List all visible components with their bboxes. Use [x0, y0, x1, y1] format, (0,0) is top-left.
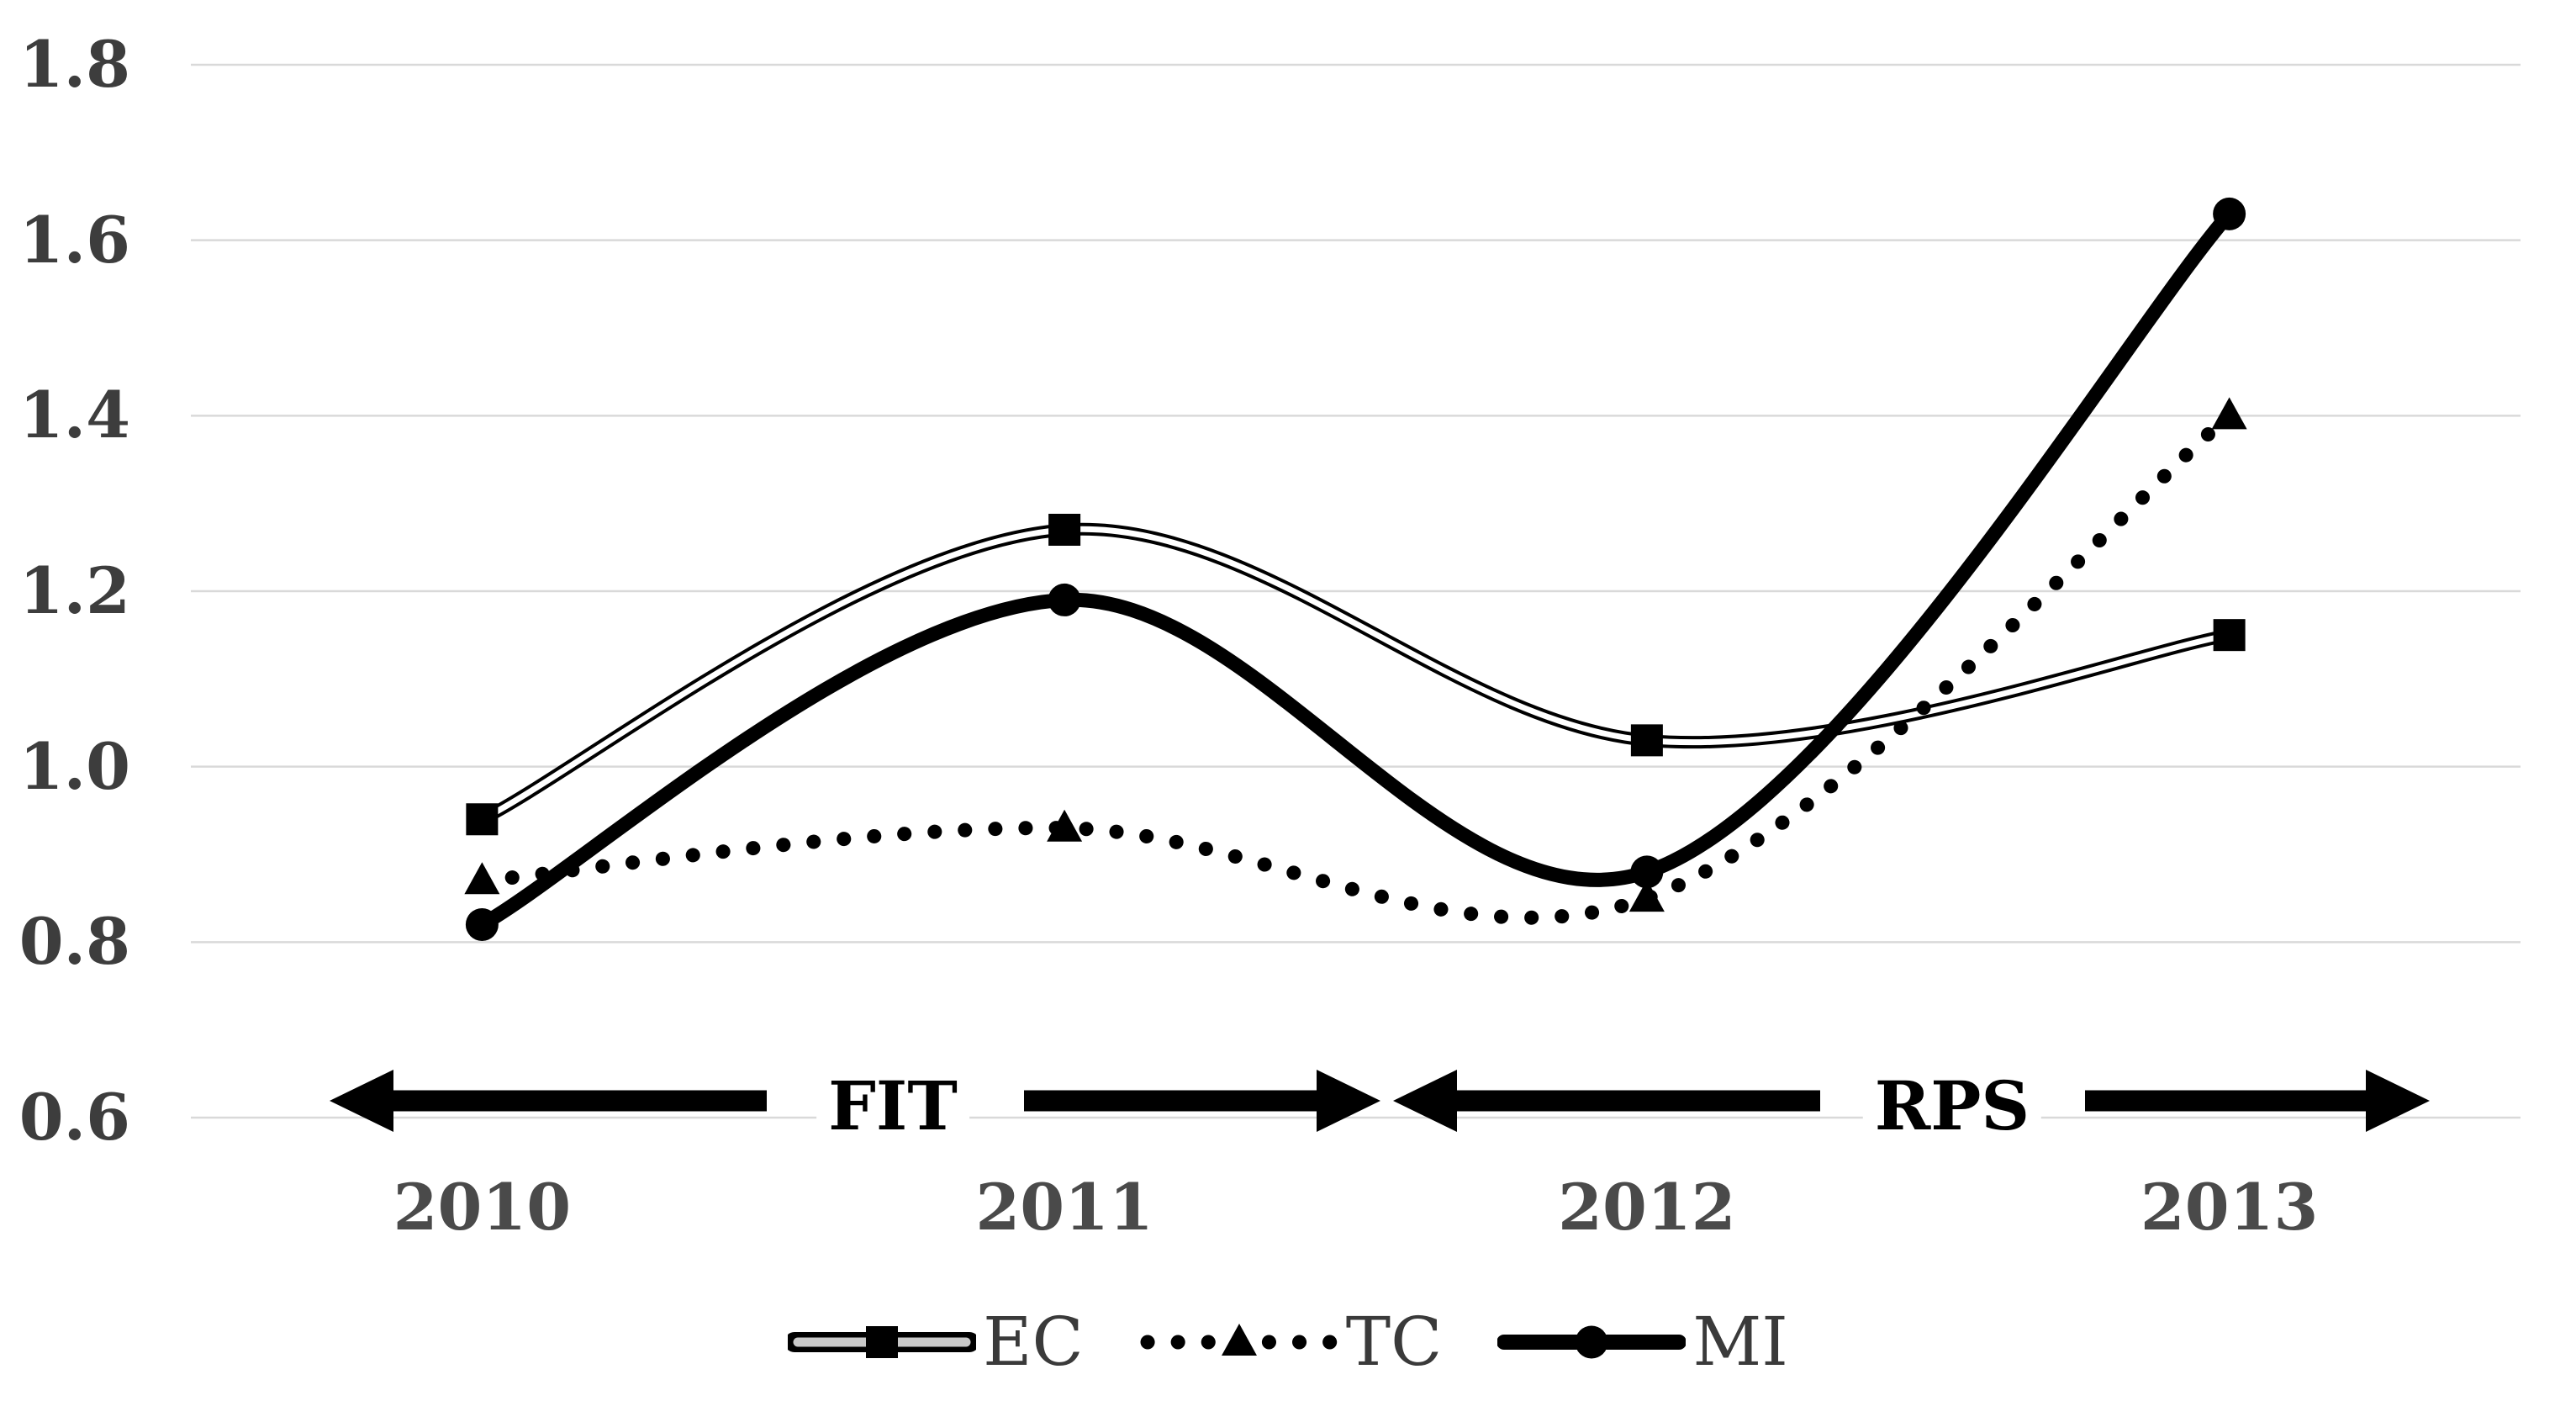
legend-item-mi: MI — [1497, 1302, 1788, 1382]
legend-swatch-thick-line — [1497, 1325, 1687, 1359]
legend-swatch-double-line — [788, 1326, 977, 1358]
data-point-marker-square — [2213, 619, 2246, 652]
policy-period-label-fit: FIT — [816, 1071, 969, 1141]
data-point-marker-circle — [1630, 855, 1664, 889]
left-arrow — [330, 1070, 767, 1132]
x-axis-category-label: 2010 — [393, 1170, 572, 1245]
legend: EC TC MI — [0, 1302, 2576, 1382]
data-point-marker-circle — [465, 907, 499, 941]
y-axis-tick-label: 0.8 — [18, 904, 130, 980]
legend-swatch-dotted-line — [1140, 1324, 1338, 1356]
series-ec — [466, 513, 2246, 836]
data-point-marker-square — [1630, 724, 1663, 757]
legend-label: EC — [983, 1303, 1084, 1381]
series-line-solid — [474, 206, 2237, 932]
legend-marker-triangle — [1221, 1324, 1257, 1356]
left-arrow — [1393, 1070, 1820, 1132]
legend-marker-square — [866, 1326, 899, 1358]
policy-period-label-rps: RPS — [1862, 1071, 2042, 1141]
data-point-marker-triangle — [464, 862, 500, 895]
x-axis-category-label: 2011 — [975, 1170, 1153, 1245]
data-point-marker-triangle — [1628, 880, 1665, 912]
data-point-marker-triangle — [1047, 809, 1083, 842]
data-point-marker-square — [466, 803, 499, 836]
y-axis-tick-label: 1.8 — [18, 27, 130, 102]
data-point-marker-circle — [2213, 197, 2246, 230]
right-arrow — [2085, 1070, 2430, 1132]
y-axis-tick-label: 0.6 — [18, 1080, 130, 1155]
y-axis-tick-label: 1.6 — [18, 202, 130, 278]
x-axis-category-label: 2012 — [1558, 1170, 1736, 1245]
series-mi — [465, 197, 2246, 941]
series-line-dotted — [474, 408, 2237, 925]
legend-item-tc: TC — [1139, 1302, 1443, 1382]
series-tc — [464, 397, 2247, 925]
right-arrow — [1024, 1070, 1380, 1132]
y-axis-tick-label: 1.4 — [18, 378, 130, 453]
data-point-marker-circle — [1048, 583, 1081, 616]
data-point-marker-triangle — [2211, 397, 2247, 430]
legend-label: TC — [1345, 1303, 1443, 1381]
series-line-inner — [480, 526, 2230, 822]
y-axis-tick-label: 1.0 — [18, 728, 130, 804]
y-axis-tick-label: 1.2 — [18, 553, 130, 628]
legend-label: MI — [1692, 1303, 1788, 1381]
legend-marker-circle — [1575, 1325, 1608, 1359]
x-axis-category-label: 2013 — [2140, 1170, 2319, 1245]
legend-item-ec: EC — [788, 1302, 1084, 1382]
data-point-marker-square — [1048, 513, 1081, 546]
